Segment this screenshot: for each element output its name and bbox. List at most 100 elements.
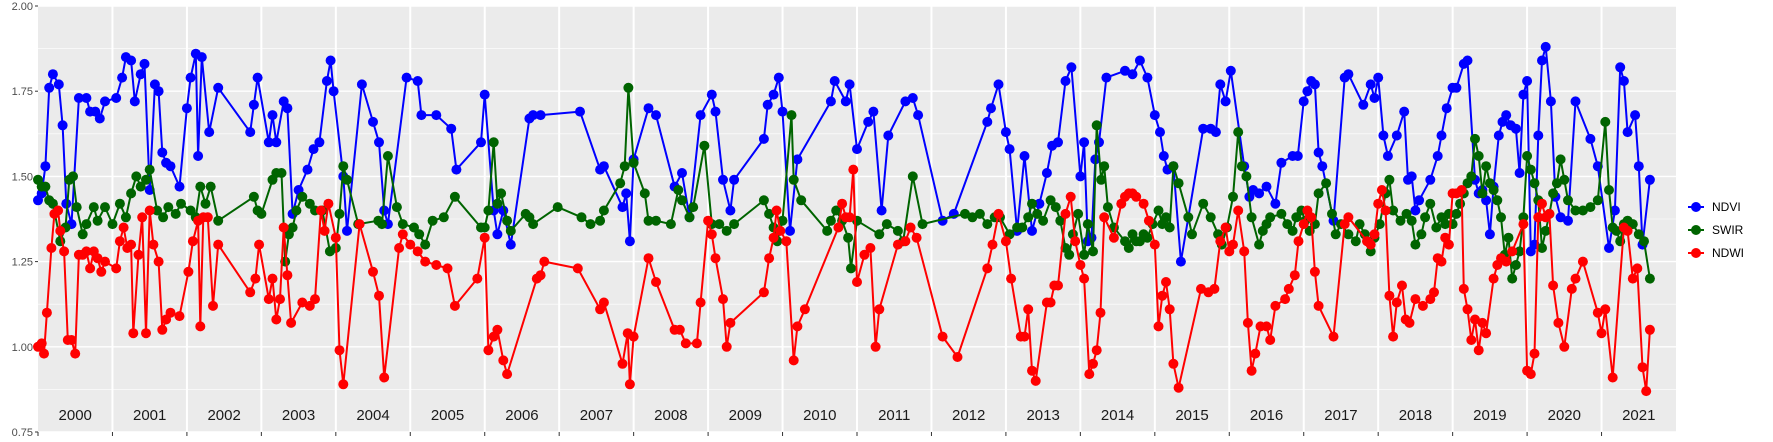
ndwi-point: [449, 300, 460, 311]
ndvi-point: [100, 96, 110, 107]
ndwi-point: [275, 294, 285, 305]
ndwi-point: [1161, 277, 1171, 287]
ndvi-point: [1309, 79, 1320, 90]
swir-point: [502, 215, 513, 226]
ndwi-point: [695, 297, 706, 308]
swir-point: [81, 219, 92, 230]
legend-key-point: [1691, 248, 1701, 258]
year-label-2018: 2018: [1399, 407, 1432, 424]
ndvi-point: [1545, 96, 1556, 107]
legend-key-point: [1691, 225, 1701, 235]
ndwi-point: [1477, 317, 1488, 328]
swir-point: [528, 219, 539, 230]
ndvi-point: [1373, 72, 1384, 83]
ndwi-point: [1559, 341, 1570, 352]
ndwi-point: [1391, 297, 1402, 308]
ndvi-point: [308, 144, 319, 155]
ndwi-point: [39, 348, 49, 359]
ndvi-point: [44, 82, 55, 93]
ndvi-point: [1406, 171, 1417, 182]
ndvi-point: [1618, 76, 1629, 86]
swir-point: [1099, 161, 1110, 172]
year-label-2006: 2006: [505, 407, 538, 424]
swir-point: [382, 151, 393, 161]
year-label-2001: 2001: [133, 407, 166, 424]
ndwi-point: [118, 222, 129, 233]
ndwi-point: [286, 317, 297, 328]
year-label-2016: 2016: [1250, 407, 1283, 424]
ndvi-point: [1615, 62, 1626, 73]
ndvi-point: [111, 93, 122, 103]
ndwi-point: [598, 297, 609, 308]
ndvi-point: [1391, 130, 1402, 141]
swir-point: [135, 181, 146, 192]
ndwi-point: [859, 249, 870, 260]
ndwi-point: [1019, 331, 1030, 342]
ndvi-point: [1298, 96, 1309, 107]
y-tick-label: 1.75: [12, 86, 33, 98]
legend-label: SWIR: [1712, 223, 1744, 237]
ndwi-point: [844, 212, 855, 223]
swir-point: [120, 212, 131, 223]
ndwi-point: [643, 253, 654, 264]
ndvi-point: [1019, 151, 1030, 161]
year-label-2019: 2019: [1473, 407, 1506, 424]
swir-point: [1050, 202, 1061, 213]
swir-point: [1592, 195, 1603, 206]
swir-point: [1246, 212, 1257, 223]
ndwi-point: [250, 273, 261, 284]
ndwi-point: [133, 249, 144, 260]
ndwi-point: [334, 345, 345, 356]
ndwi-point: [1153, 321, 1164, 332]
ndvi-point: [1270, 198, 1281, 209]
ndvi-point: [252, 72, 263, 83]
ndvi-point: [245, 127, 256, 138]
ndwi-point: [1261, 321, 1272, 332]
ndwi-point: [1306, 212, 1317, 223]
ndwi-point: [799, 304, 810, 315]
year-label-2005: 2005: [431, 407, 464, 424]
ndvi-point: [81, 93, 92, 103]
year-label-2012: 2012: [952, 407, 985, 424]
swir-point: [1600, 116, 1611, 127]
swir-point: [1431, 222, 1442, 233]
ndvi-point: [825, 96, 836, 107]
ndwi-point: [937, 331, 948, 342]
ndvi-point: [993, 79, 1004, 90]
swir-point: [1073, 208, 1084, 219]
ndwi-point: [323, 198, 334, 209]
swir-point: [334, 208, 345, 219]
swir-point: [1354, 219, 1365, 230]
ndwi-point: [208, 300, 218, 311]
ndvi-point: [61, 198, 72, 209]
ndwi-point: [1518, 219, 1529, 230]
swir-point: [170, 208, 181, 219]
ndwi-point: [1143, 215, 1154, 226]
ndwi-point: [1458, 283, 1469, 294]
ndvi-point: [1155, 127, 1165, 138]
ndwi-point: [114, 236, 125, 247]
ndvi-point: [535, 110, 546, 121]
swir-point: [982, 219, 993, 230]
ndwi-point: [96, 266, 107, 277]
ndwi-point: [187, 236, 198, 247]
ndwi-point: [1533, 212, 1544, 223]
ndvi-point: [135, 69, 146, 80]
swir-point: [1096, 174, 1107, 185]
swir-point: [874, 229, 885, 240]
ndvi-point: [575, 106, 585, 117]
ndwi-point: [1365, 239, 1376, 250]
ndvi-point: [1261, 181, 1272, 192]
ndwi-point: [1091, 345, 1102, 356]
ndwi-point: [319, 225, 330, 236]
swir-point: [639, 188, 650, 199]
swir-point: [68, 171, 78, 182]
swir-point: [1088, 246, 1098, 257]
ndwi-point: [297, 297, 308, 308]
ndwi-point: [788, 355, 799, 366]
swir-point: [643, 215, 654, 226]
swir-point: [420, 239, 431, 250]
ndvi-point: [314, 137, 325, 148]
ndwi-point: [1577, 256, 1588, 267]
ndvi-point: [47, 69, 58, 80]
